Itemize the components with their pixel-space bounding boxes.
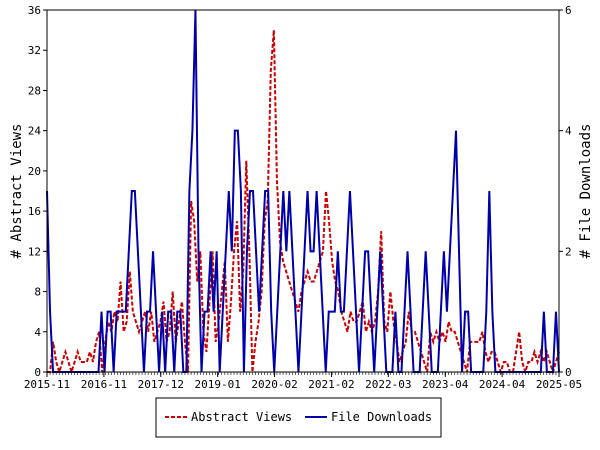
x-tick-label: 2025-05 <box>536 378 582 391</box>
x-tick-label: 2020-02 <box>251 378 297 391</box>
y-tick-label: 12 <box>28 245 41 258</box>
y2-tick-label: 4 <box>565 125 572 138</box>
y-tick-label: 16 <box>28 205 41 218</box>
y2-tick-label: 2 <box>565 245 572 258</box>
legend-label-file-downloads: File Downloads <box>331 410 432 424</box>
y-tick-label: 28 <box>28 84 41 97</box>
y-tick-label: 0 <box>34 366 41 379</box>
plot-frame <box>46 9 560 373</box>
x-tick-label: 2015-11 <box>24 378 70 391</box>
x-tick-label: 2023-04 <box>422 378 469 391</box>
x-tick-label: 2017-12 <box>138 378 184 391</box>
y-right-axis: 0 2 4 6 <box>559 4 572 379</box>
y-left-axis: 0 4 8 12 16 20 24 28 32 36 <box>28 4 47 379</box>
x-axis: 2015-11 2016-11 2017-12 2019-01 2020-02 2021-… <box>24 372 582 391</box>
y-axis-label: # Abstract Views <box>9 124 25 259</box>
minor-ticks <box>46 372 560 375</box>
y-tick-label: 8 <box>34 286 41 299</box>
x-tick-label: 2021-02 <box>308 378 354 391</box>
x-tick-label: 2016-11 <box>81 378 127 391</box>
legend-box <box>155 397 442 438</box>
x-tick-label: 2019-01 <box>194 378 240 391</box>
y-tick-label: 36 <box>28 4 41 17</box>
y2-tick-label: 6 <box>565 4 572 17</box>
y2-axis-label: # File Downloads <box>578 124 594 259</box>
x-tick-label: 2022-03 <box>365 378 411 391</box>
y-tick-label: 24 <box>28 125 42 138</box>
legend-label-abstract-views: Abstract Views <box>191 410 292 424</box>
x-tick-label: 2024-04 <box>479 378 526 391</box>
y2-tick-label: 0 <box>565 366 572 379</box>
y-tick-label: 32 <box>28 44 41 57</box>
y-tick-label: 20 <box>28 165 41 178</box>
legend: Abstract Views File Downloads <box>155 397 442 438</box>
y-tick-label: 4 <box>34 326 41 339</box>
